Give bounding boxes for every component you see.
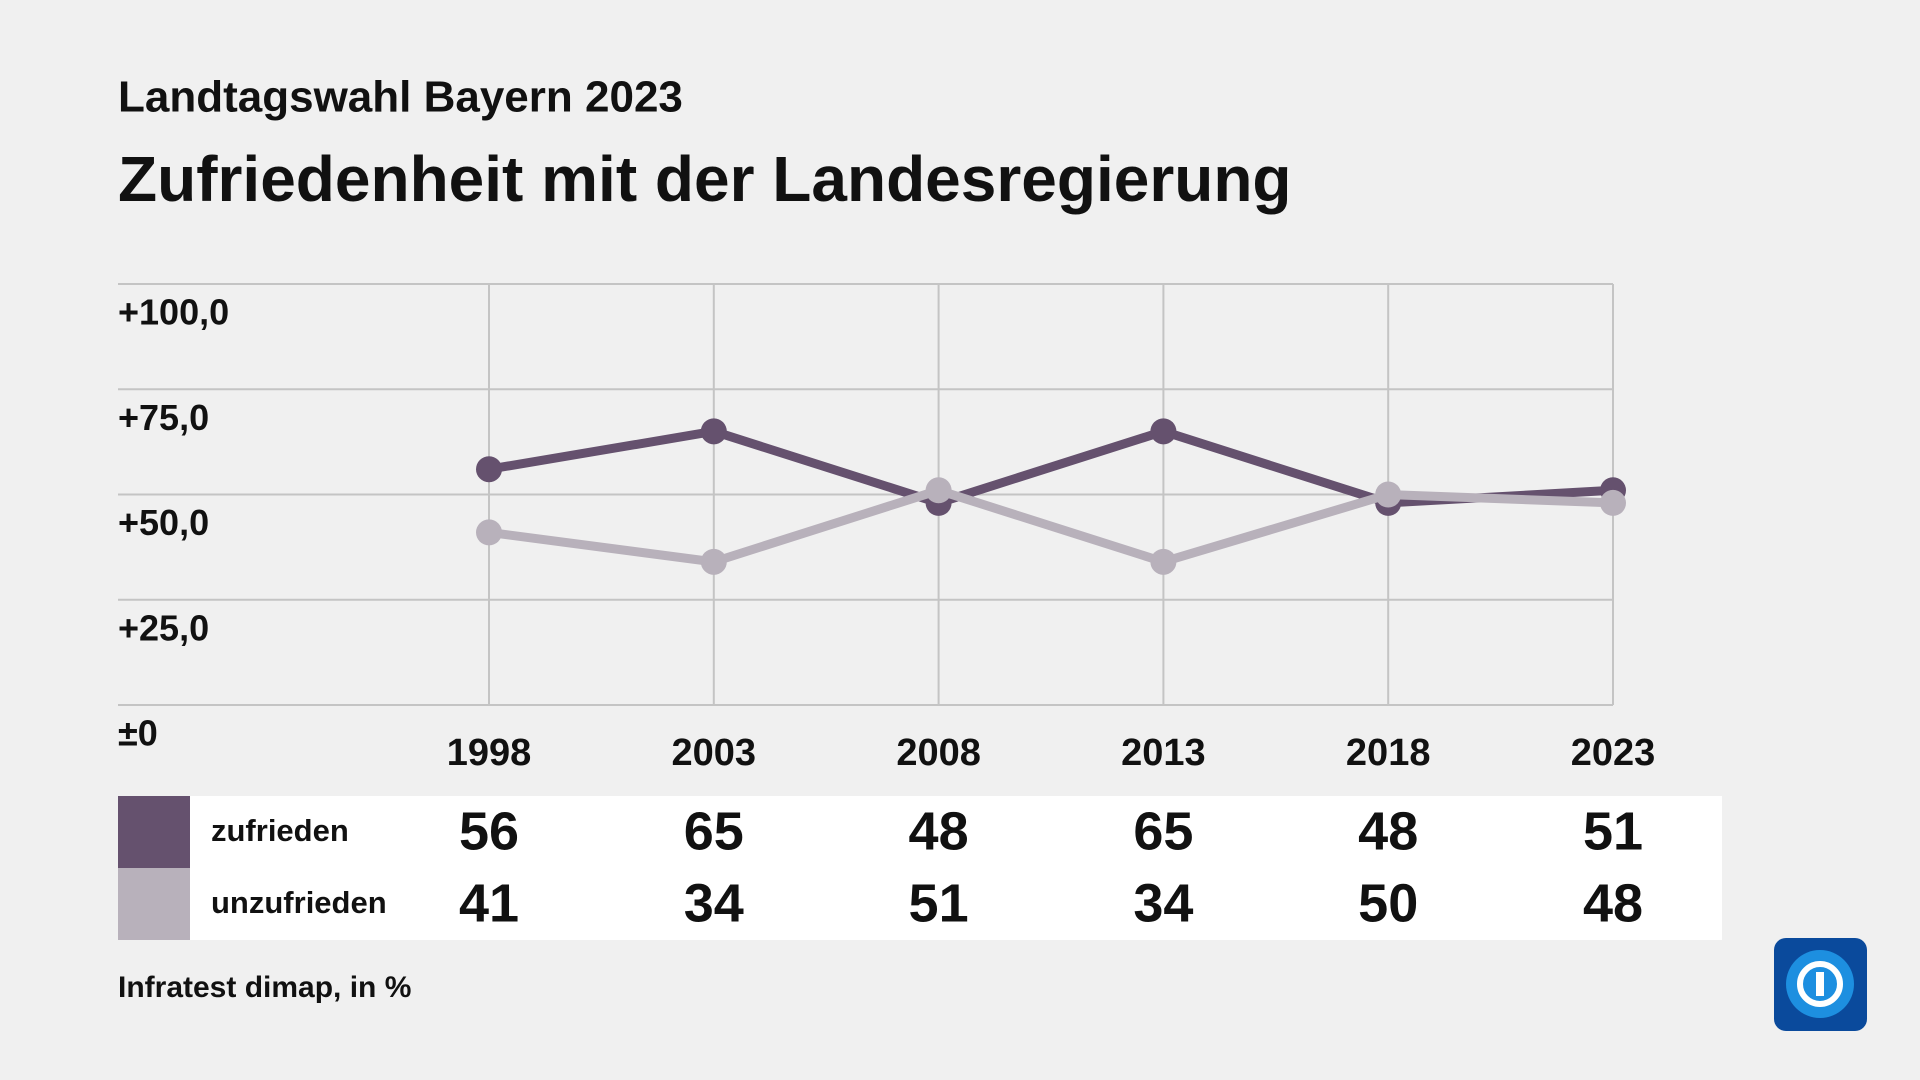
value-table (118, 796, 1722, 940)
source: Infratest dimap, in % (118, 971, 411, 1004)
data-point (1375, 481, 1402, 508)
logo-one (1816, 972, 1824, 996)
table-value: 48 (1358, 801, 1418, 861)
legend-swatch (118, 868, 190, 940)
y-tick-label: +50,0 (118, 502, 209, 543)
table-value: 34 (684, 873, 744, 933)
table-value: 34 (1133, 873, 1193, 933)
x-tick-label: 2013 (1121, 732, 1206, 774)
legend-swatch (118, 796, 190, 868)
table-value: 48 (1583, 873, 1643, 933)
data-point (700, 418, 727, 445)
series-line (488, 485, 1614, 567)
x-tick-label: 2003 (672, 732, 757, 774)
logo-ring (1797, 961, 1843, 1007)
table-value: 41 (459, 873, 519, 933)
data-point (925, 477, 952, 504)
logo (1774, 938, 1867, 1031)
table-value: 51 (909, 873, 969, 933)
y-tick-label: +25,0 (118, 607, 209, 648)
x-tick-label: 1998 (447, 732, 532, 774)
y-tick-label: +75,0 (118, 397, 209, 438)
x-tick-label: 2008 (896, 732, 981, 774)
data-point (476, 456, 502, 483)
data-point (1150, 418, 1177, 445)
table-value: 50 (1358, 873, 1418, 933)
chart-title: Zufriedenheit mit der Landesregierung (118, 143, 1292, 215)
data-point (700, 548, 727, 575)
legend-label: zufrieden (211, 813, 349, 848)
y-tick-label: +100,0 (118, 292, 229, 333)
legend-label: unzufrieden (211, 885, 387, 920)
table-value: 51 (1583, 801, 1643, 861)
table-value: 65 (684, 801, 744, 861)
x-tick-label: 2023 (1571, 732, 1656, 774)
table-value: 56 (459, 801, 519, 861)
y-tick-label: ±0 (118, 713, 158, 754)
x-tick-label: 2018 (1346, 732, 1431, 774)
series-line (488, 426, 1614, 508)
data-point (1150, 548, 1177, 575)
table-value: 65 (1133, 801, 1193, 861)
data-point (476, 519, 502, 546)
table-value: 48 (909, 801, 969, 861)
data-point (1600, 489, 1626, 516)
chart-subtitle: Landtagswahl Bayern 2023 (118, 73, 683, 122)
